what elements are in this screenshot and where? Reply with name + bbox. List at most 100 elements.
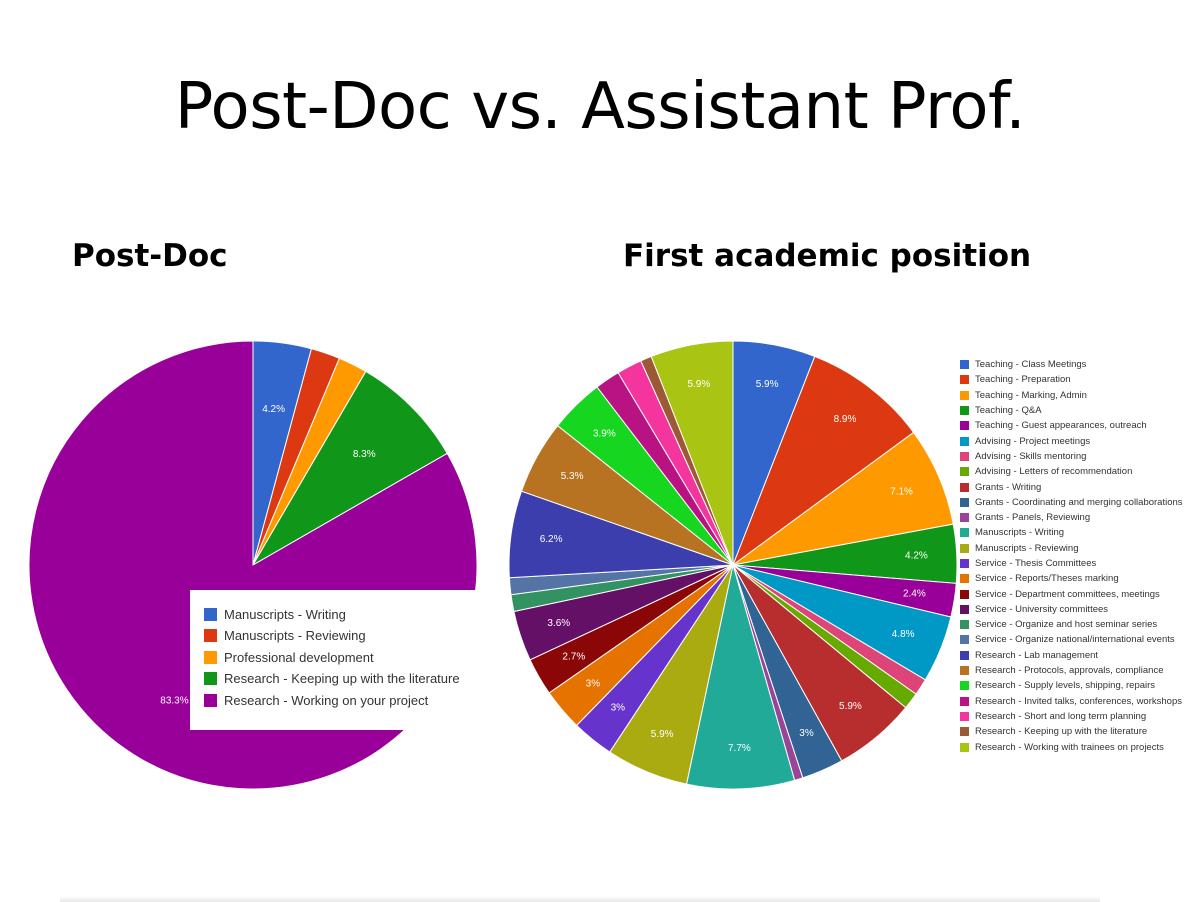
legend-swatch [960, 390, 969, 400]
academic-slice-teaching-preparation [731, 355, 915, 567]
legend-swatch [960, 497, 969, 507]
legend-label: Service - Reports/Theses marking [975, 573, 1119, 585]
legend-swatch [960, 727, 969, 737]
legend-swatch [204, 693, 217, 707]
academic-legend-item: Research - Invited talks, conferences, w… [960, 694, 1200, 709]
legend-label: Manuscripts - Writing [975, 527, 1065, 539]
legend-label: Manuscripts - Writing [224, 606, 346, 622]
legend-label: Research - Keeping up with the literatur… [224, 671, 460, 686]
legend-label: Research - Invited talks, conferences, w… [975, 695, 1182, 707]
legend-swatch [960, 421, 969, 431]
legend-swatch [960, 375, 969, 385]
legend-swatch [204, 672, 217, 685]
academic-data-label: 7.1% [890, 487, 913, 498]
legend-swatch [960, 666, 969, 676]
academic-data-label: 8.9% [834, 414, 857, 425]
academic-data-label: 3% [586, 678, 601, 689]
academic-data-label: 3% [611, 703, 626, 714]
legend-label: Professional development [224, 649, 374, 665]
postdoc-data-label: 83.3% [160, 695, 188, 706]
academic-data-label: 5.9% [839, 701, 862, 712]
legend-label: Teaching - Preparation [975, 374, 1071, 386]
academic-legend-item: Teaching - Preparation [960, 372, 1200, 387]
legend-swatch [960, 604, 969, 614]
postdoc-legend-item: Research - Working on your project [204, 691, 428, 709]
postdoc-legend-item: Research - Keeping up with the literatur… [204, 670, 460, 688]
academic-legend: Teaching - Class Meetings Teaching - Prep… [960, 357, 1200, 755]
academic-data-label: 4.8% [892, 629, 915, 640]
legend-swatch [204, 607, 217, 621]
legend-swatch [960, 681, 969, 691]
academic-data-label: 2.4% [903, 589, 926, 600]
academic-legend-item: Manuscripts - Writing [960, 525, 1200, 540]
academic-legend-item: Advising - Project meetings [960, 433, 1200, 448]
legend-label: Service - University committees [975, 603, 1109, 615]
academic-data-label: 5.9% [651, 729, 674, 740]
legend-label: Service - Organize national/internationa… [975, 634, 1175, 646]
legend-label: Manuscripts - Reviewing [224, 628, 366, 643]
academic-legend-item: Teaching - Class Meetings [960, 357, 1200, 372]
legend-swatch [960, 543, 969, 553]
academic-chart-title: First academic position [623, 238, 1032, 274]
legend-swatch [960, 559, 969, 568]
academic-legend-item: Advising - Skills mentoring [960, 449, 1200, 464]
legend-label: Advising - Project meetings [975, 435, 1091, 447]
slide-title: Post-Doc vs. Assistant Prof. [174, 70, 1026, 144]
legend-swatch [204, 650, 217, 664]
academic-legend-item: Service - University committees [960, 602, 1200, 617]
academic-data-label: 3.6% [547, 618, 570, 629]
academic-legend-item: Research - Protocols, approvals, complia… [960, 663, 1200, 678]
legend-label: Research - Keeping up with the literatur… [975, 726, 1148, 738]
legend-label: Advising - Letters of recommendation [975, 466, 1133, 478]
academic-legend-item: Service - Organize national/internationa… [960, 632, 1200, 647]
academic-legend-item: Research - Keeping up with the literatur… [960, 724, 1200, 739]
academic-legend-item: Advising - Letters of recommendation [960, 464, 1200, 479]
academic-legend-item: Grants - Coordinating and merging collab… [960, 495, 1200, 510]
legend-label: Grants - Writing [975, 481, 1042, 493]
legend-swatch [960, 360, 969, 370]
academic-legend-item: Service - Reports/Theses marking [960, 571, 1200, 586]
legend-swatch [960, 620, 969, 630]
postdoc-legend-item: Manuscripts - Reviewing [204, 627, 366, 645]
legend-label: Research - Short and long term planning [975, 710, 1147, 722]
legend-swatch [960, 528, 969, 538]
academic-slice-manuscripts-writing [685, 564, 796, 790]
postdoc-chart-title: Post-Doc [72, 238, 228, 274]
academic-data-label: 5.3% [561, 471, 584, 482]
legend-swatch [960, 436, 969, 446]
academic-data-label: 2.7% [562, 651, 585, 662]
academic-legend-item: Service - Thesis Committees [960, 556, 1200, 571]
legend-swatch [960, 650, 969, 660]
legend-label: Service - Department committees, meeting… [975, 588, 1160, 600]
legend-label: Grants - Panels, Reviewing [975, 512, 1091, 524]
legend-label: Service - Thesis Committees [975, 558, 1097, 569]
postdoc-legend-item: Professional development [204, 648, 374, 666]
academic-legend-item: Service - Organize and host seminar seri… [960, 617, 1200, 632]
legend-swatch [960, 451, 969, 461]
legend-label: Research - Working with trainees on proj… [975, 741, 1164, 753]
postdoc-slice-research-keeping-up-with-the-literature [251, 370, 448, 567]
legend-swatch [960, 696, 969, 706]
legend-swatch [960, 574, 969, 584]
academic-slice-teaching-marking-admin [732, 431, 954, 566]
academic-data-label: 3.9% [593, 429, 616, 440]
academic-legend-item: Teaching - Marking, Admin [960, 388, 1200, 403]
legend-swatch [960, 742, 969, 752]
legend-swatch [960, 467, 969, 477]
legend-label: Manuscripts - Reviewing [975, 542, 1079, 554]
legend-label: Research - Supply levels, shipping, repa… [975, 680, 1156, 692]
legend-label: Service - Organize and host seminar seri… [975, 619, 1158, 631]
academic-legend-item: Teaching - Q&A [960, 403, 1200, 418]
slide-bottom-edge [60, 896, 1100, 902]
academic-legend-item: Manuscripts - Reviewing [960, 541, 1200, 556]
postdoc-legend-item: Manuscripts - Writing [204, 605, 346, 623]
legend-label: Teaching - Class Meetings [975, 359, 1087, 371]
academic-data-label: 4.2% [905, 550, 928, 561]
academic-legend-item: Research - Short and long term planning [960, 709, 1200, 724]
academic-legend-item: Grants - Panels, Reviewing [960, 510, 1200, 525]
legend-swatch [960, 635, 969, 645]
legend-label: Grants - Coordinating and merging collab… [975, 496, 1183, 508]
academic-data-label: 5.9% [687, 379, 710, 390]
legend-swatch [960, 711, 969, 721]
